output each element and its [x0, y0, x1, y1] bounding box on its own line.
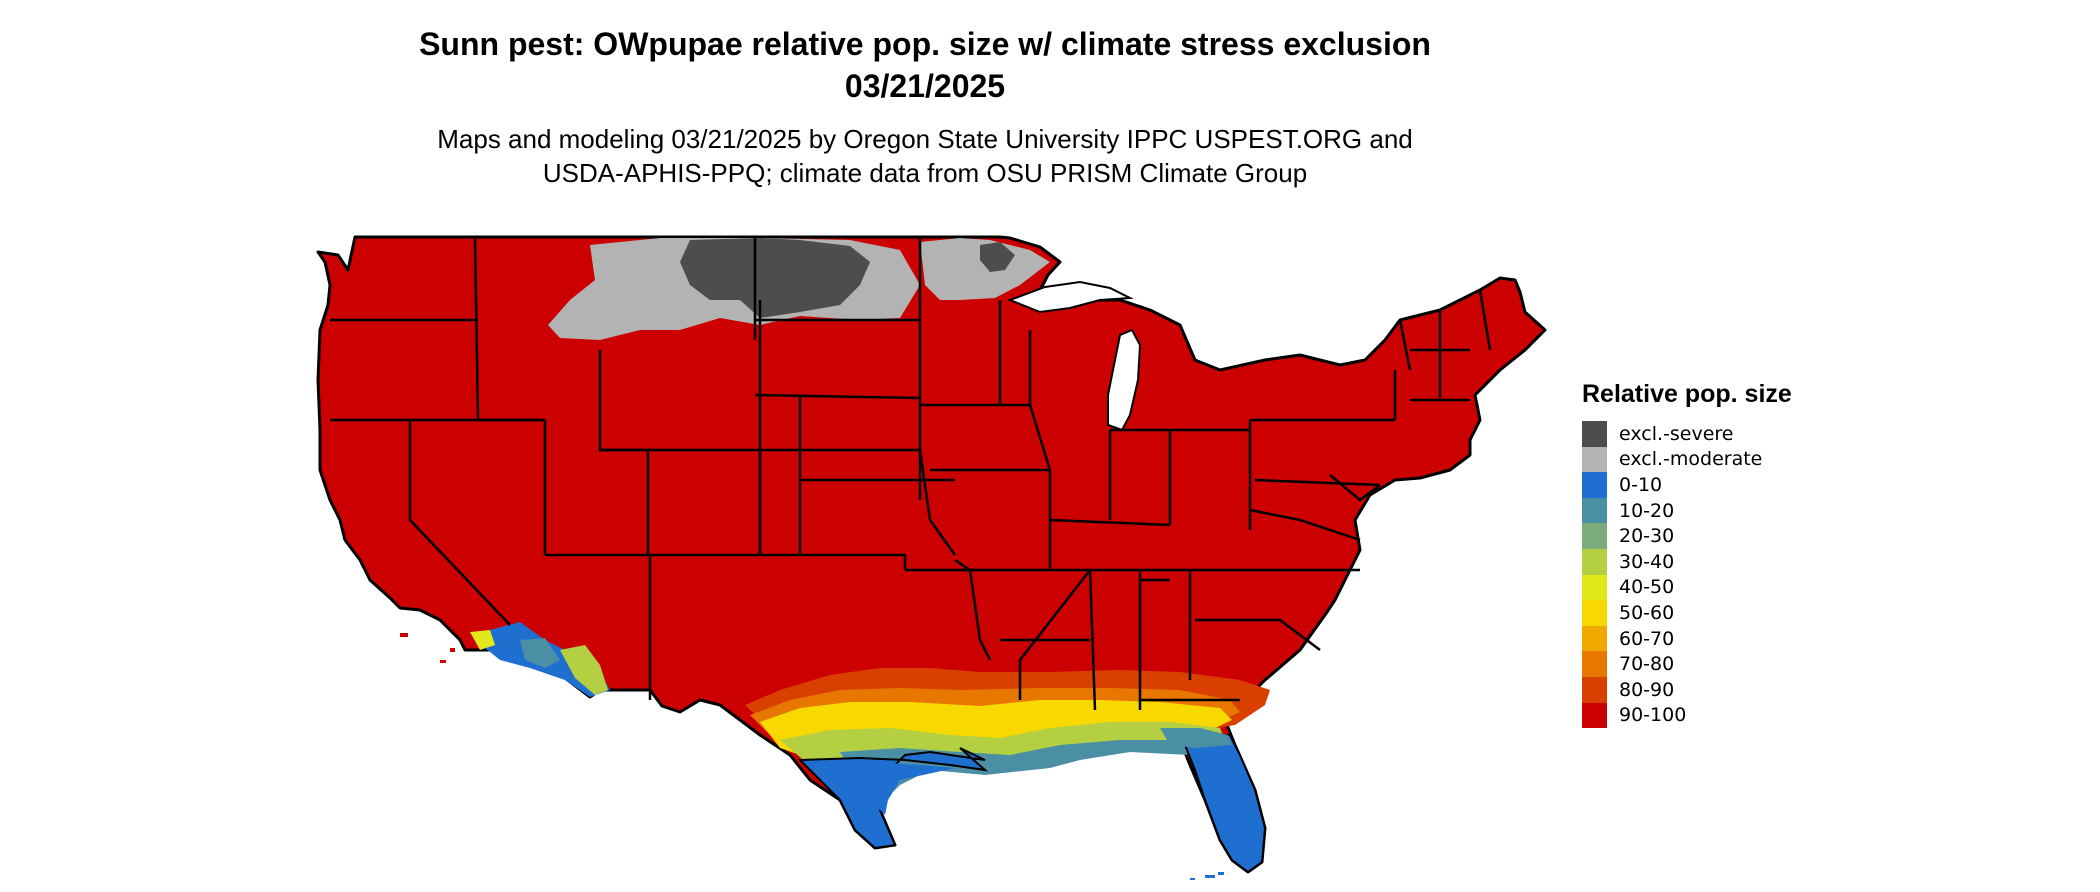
legend-swatch [1582, 676, 1607, 703]
band-0-10-florida [1183, 734, 1267, 874]
legend-swatch [1582, 548, 1607, 575]
legend-label: 30-40 [1619, 550, 1675, 573]
band-southwest-10-20 [520, 638, 560, 668]
legend-label: 20-30 [1619, 525, 1675, 548]
legend-swatch [1582, 574, 1607, 601]
legend-label: 0-10 [1619, 473, 1663, 496]
legend-label: 70-80 [1619, 653, 1675, 676]
band-0-10-texas [797, 747, 989, 850]
band-0-10-texas-inland [815, 762, 955, 815]
legend-swatch [1582, 651, 1607, 677]
map-subtitle-line2: USDA-APHIS-PPQ; climate data from OSU PR… [542, 158, 1308, 188]
map-title: Sunn pest: OWpupae relative pop. size w/… [419, 26, 1431, 62]
band-southwest-30-40 [560, 645, 608, 695]
lake-superior [1007, 280, 1134, 314]
offshore-islands [400, 633, 455, 663]
map-legend: Relative pop. size excl.-severe excl.-mod… [1582, 380, 1792, 729]
us-land-area [316, 235, 1547, 874]
excl-severe-north-dakota [680, 238, 870, 318]
legend-item: 10-20 [1582, 497, 1792, 524]
legend-swatch [1582, 702, 1607, 729]
legend-label: 80-90 [1619, 678, 1675, 701]
legend-swatch [1582, 497, 1607, 524]
legend-item: 80-90 [1582, 676, 1792, 703]
legend-item: 50-60 [1582, 600, 1792, 626]
legend-item: 40-50 [1582, 574, 1792, 601]
legend-swatch [1582, 523, 1607, 549]
legend-item: 60-70 [1582, 625, 1792, 652]
legend-label: excl.-severe [1619, 422, 1734, 445]
legend-item: 0-10 [1582, 472, 1792, 498]
legend-label: 60-70 [1619, 627, 1675, 650]
legend-label: 40-50 [1619, 576, 1675, 599]
excl-severe-minnesota [980, 242, 1015, 272]
legend-label: excl.-moderate [1619, 448, 1763, 471]
excl-moderate-minnesota [920, 238, 1050, 300]
legend-label: 50-60 [1619, 601, 1675, 624]
legend-swatch [1582, 421, 1607, 447]
legend-item: 30-40 [1582, 548, 1792, 575]
legend-item: 90-100 [1582, 702, 1792, 729]
coastal-speckles [1190, 872, 1224, 880]
band-10-20-florida [1160, 728, 1232, 748]
legend-swatch [1582, 472, 1607, 498]
map-subtitle-line1: Maps and modeling 03/21/2025 by Oregon S… [437, 124, 1413, 154]
legend-label: 10-20 [1619, 499, 1675, 522]
lake-michigan [1107, 328, 1142, 432]
legend-label: 90-100 [1619, 704, 1687, 727]
legend-items: excl.-severe excl.-moderate 0-10 10-20 20-30… [1582, 421, 1792, 729]
band-southwest-yellow [470, 630, 495, 650]
legend-item: 70-80 [1582, 651, 1792, 677]
legend-swatch [1582, 446, 1607, 473]
legend-swatch [1582, 625, 1607, 652]
map-date: 03/21/2025 [844, 68, 1006, 104]
legend-item: 20-30 [1582, 523, 1792, 549]
legend-swatch [1582, 600, 1607, 626]
legend-title: Relative pop. size [1582, 380, 1792, 408]
legend-item: excl.-moderate [1582, 446, 1792, 473]
legend-item: excl.-severe [1582, 421, 1792, 447]
state-boundaries [330, 236, 1492, 711]
